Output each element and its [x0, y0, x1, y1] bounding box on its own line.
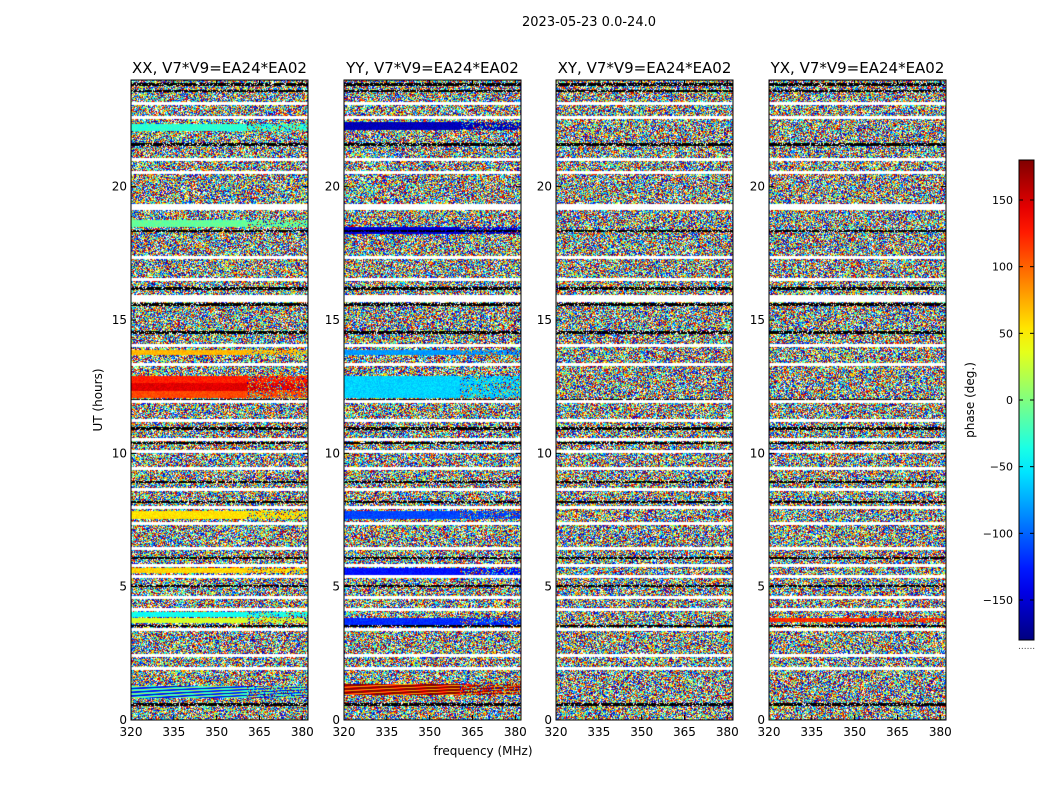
heatmap-raster: [131, 80, 308, 720]
heatmap-raster: [556, 80, 733, 720]
figure-title: 2023-05-23 0.0-24.0: [522, 15, 656, 30]
x-tick-label: 365: [886, 725, 909, 739]
y-tick-label: 0: [119, 713, 127, 727]
panel-frame: [343, 79, 522, 721]
colorbar-tick-label: 50: [999, 327, 1013, 340]
y-tick-label: 20: [750, 180, 765, 194]
y-tick-label: 10: [750, 446, 765, 460]
y-tick-label: 15: [325, 313, 340, 327]
panel-frame: [555, 79, 734, 721]
y-tick-label: 15: [112, 313, 127, 327]
x-axis-label: frequency (MHz): [433, 744, 532, 758]
x-tick-label: 365: [248, 725, 271, 739]
x-tick-label: 380: [504, 725, 527, 739]
y-tick-label: 20: [537, 180, 552, 194]
x-tick-label: 380: [716, 725, 739, 739]
colorbar-tick-label: 150: [992, 194, 1013, 207]
y-tick-label: 5: [757, 580, 765, 594]
colorbar-label: phase (deg.): [963, 362, 977, 438]
x-tick-label: 350: [843, 725, 866, 739]
colorbar-tick-label: 100: [992, 261, 1013, 274]
y-tick-label: 5: [119, 580, 127, 594]
y-tick-label: 10: [112, 446, 127, 460]
y-tick-label: 20: [325, 180, 340, 194]
y-tick-label: 0: [332, 713, 340, 727]
x-tick-label: 350: [418, 725, 441, 739]
y-axis-label: UT (hours): [91, 368, 105, 431]
heatmap-raster: [769, 80, 946, 720]
colorbar-tick-label: −100: [983, 527, 1013, 540]
y-tick-label: 15: [750, 313, 765, 327]
x-tick-label: 365: [673, 725, 696, 739]
colorbar-tick-label: 0: [1006, 394, 1013, 407]
y-tick-label: 5: [332, 580, 340, 594]
x-tick-label: 335: [800, 725, 823, 739]
panel-2: YY, V7*V9=EA24*EA02 320 335 350 365 380 0 5 10 15…: [325, 59, 527, 739]
y-tick-label: 5: [544, 580, 552, 594]
y-tick-label: 10: [537, 446, 552, 460]
panel-title: YY, V7*V9=EA24*EA02: [345, 59, 519, 77]
panels: XX, V7*V9=EA24*EA02 320 335 350 365 380 0 5 10 15…: [112, 59, 952, 739]
x-tick-label: 335: [162, 725, 185, 739]
panel-frame: [768, 79, 947, 721]
y-tick-label: 20: [112, 180, 127, 194]
x-tick-label: 320: [758, 725, 781, 739]
panel-frame: [130, 79, 309, 721]
panel-title: YX, V7*V9=EA24*EA02: [770, 59, 945, 77]
colorbar: −150 −100 −50 0 50 100 150: [983, 159, 1035, 641]
panel-1: XX, V7*V9=EA24*EA02 320 335 350 365 380 0 5 10 15…: [112, 59, 314, 739]
colorbar-footer: ......: [1018, 642, 1035, 652]
y-tick-label: 10: [325, 446, 340, 460]
x-tick-label: 365: [461, 725, 484, 739]
x-tick-label: 350: [630, 725, 653, 739]
colorbar-tick-label: −50: [990, 461, 1013, 474]
x-tick-label: 380: [291, 725, 314, 739]
y-tick-label: 15: [537, 313, 552, 327]
panel-title: XX, V7*V9=EA24*EA02: [132, 59, 307, 77]
panel-title: XY, V7*V9=EA24*EA02: [558, 59, 732, 77]
x-tick-label: 335: [375, 725, 398, 739]
x-tick-label: 350: [205, 725, 228, 739]
x-tick-label: 320: [333, 725, 356, 739]
heatmap-raster: [344, 80, 521, 720]
x-tick-label: 320: [545, 725, 568, 739]
y-tick-label: 0: [757, 713, 765, 727]
colorbar-tick-label: −150: [983, 594, 1013, 607]
y-tick-label: 0: [544, 713, 552, 727]
panel-4: YX, V7*V9=EA24*EA02 320 335 350 365 380 0 5 10 15…: [750, 59, 952, 739]
x-tick-label: 320: [120, 725, 143, 739]
x-tick-label: 335: [587, 725, 610, 739]
panel-3: XY, V7*V9=EA24*EA02 320 335 350 365 380 0 5 10 15…: [537, 59, 739, 739]
x-tick-label: 380: [929, 725, 952, 739]
